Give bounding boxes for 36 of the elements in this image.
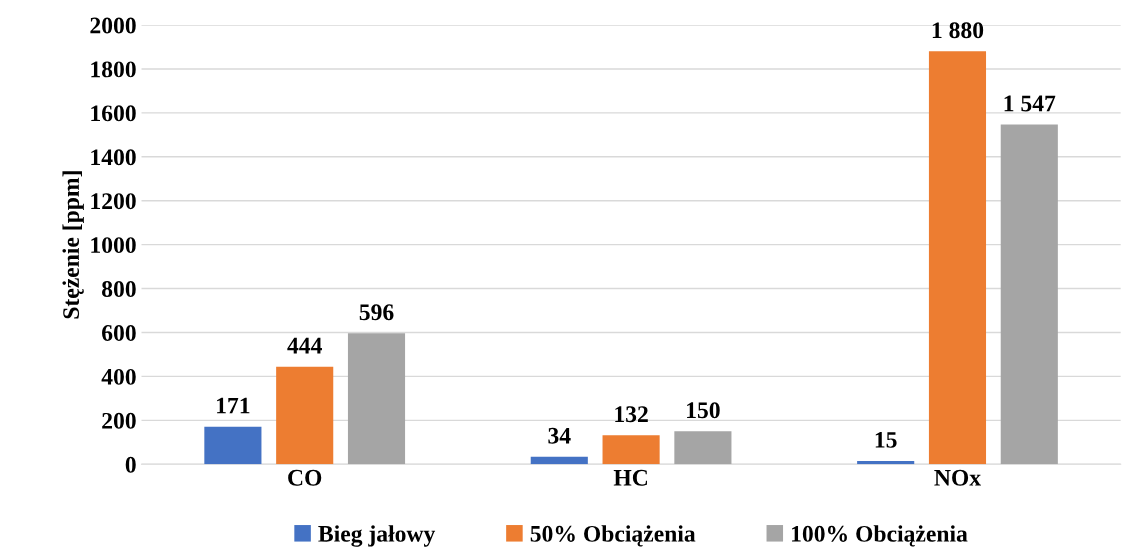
y-tick-label: 400 (101, 368, 136, 385)
x-tick-label: CO (288, 469, 322, 486)
x-tick-label: HC (613, 469, 647, 486)
data-label: 150 (687, 402, 720, 419)
bar (530, 456, 588, 465)
data-label: 596 (359, 304, 394, 321)
data-label: 132 (615, 406, 648, 423)
bar (674, 431, 732, 465)
y-tick-label: 1600 (91, 105, 136, 122)
y-tick-label: 600 (102, 324, 136, 341)
y-tick-label: 1000 (91, 237, 136, 254)
bar (1000, 124, 1058, 465)
bar (276, 366, 334, 465)
y-tick-label: 200 (102, 412, 136, 429)
legend-label: Bieg jałowy (318, 525, 436, 547)
y-axis-title: Stężenie [ppm] (62, 171, 84, 319)
y-tick-label: 0 (125, 456, 136, 473)
y-tick-label: 2000 (90, 17, 136, 34)
bar (928, 51, 987, 465)
data-label: 15 (875, 432, 897, 448)
bar (857, 460, 915, 465)
y-tick-label: 1200 (91, 193, 136, 210)
data-label: 444 (287, 337, 322, 354)
data-label: 34 (548, 427, 571, 444)
bar (602, 435, 660, 465)
data-label: 171 (217, 397, 250, 414)
data-label: 1 547 (1004, 95, 1056, 112)
y-tick-label: 800 (102, 281, 136, 297)
bar (204, 426, 262, 465)
x-tick-label: NOx (934, 469, 981, 486)
data-label: 1 880 (932, 22, 984, 39)
legend-label: 100% Obciążenia (792, 525, 968, 547)
y-tick-label: 1800 (91, 61, 136, 78)
legend-label: 50% Obciążenia (530, 525, 696, 547)
bar (347, 333, 406, 465)
y-tick-label: 1400 (91, 149, 136, 166)
